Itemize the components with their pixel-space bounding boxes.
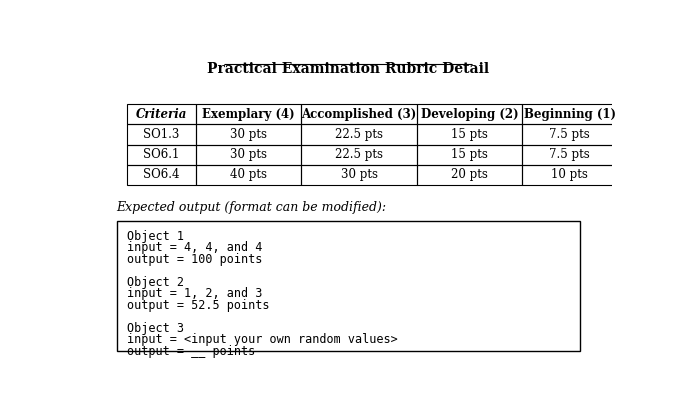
Bar (196, 165, 301, 185)
Text: 30 pts: 30 pts (230, 148, 267, 161)
Bar (522, 125, 617, 145)
Bar (417, 165, 522, 185)
Text: Object 1: Object 1 (127, 230, 184, 243)
Text: 10 pts: 10 pts (551, 168, 588, 181)
Text: Accomplished (3): Accomplished (3) (301, 108, 417, 121)
Bar (117, 220, 580, 351)
Bar (301, 125, 417, 145)
Text: input = <input your own random values>: input = <input your own random values> (127, 333, 398, 346)
Text: Beginning (1): Beginning (1) (524, 108, 616, 121)
Text: Object 2: Object 2 (127, 276, 184, 289)
Bar (127, 125, 196, 145)
Text: 20 pts: 20 pts (452, 168, 488, 181)
Bar (127, 165, 196, 185)
Bar (301, 165, 417, 185)
Bar (522, 145, 617, 165)
Text: 7.5 pts: 7.5 pts (549, 128, 590, 141)
Bar (196, 145, 301, 165)
Bar (301, 104, 417, 125)
Text: 15 pts: 15 pts (452, 148, 488, 161)
Text: output = 52.5 points: output = 52.5 points (127, 299, 270, 312)
Bar (522, 165, 617, 185)
Text: 30 pts: 30 pts (230, 128, 267, 141)
Text: Expected output (format can be modified):: Expected output (format can be modified)… (117, 202, 387, 214)
Text: input = 4, 4, and 4: input = 4, 4, and 4 (127, 241, 262, 254)
Bar (196, 104, 301, 125)
Text: output = 100 points: output = 100 points (127, 253, 262, 266)
Text: output = __ points: output = __ points (127, 345, 256, 358)
Bar (301, 145, 417, 165)
Text: 22.5 pts: 22.5 pts (335, 128, 383, 141)
Text: Developing (2): Developing (2) (421, 108, 519, 121)
Text: SO6.1: SO6.1 (143, 148, 180, 161)
Text: Object 3: Object 3 (127, 322, 184, 335)
Text: Exemplary (4): Exemplary (4) (202, 108, 294, 121)
Bar (127, 145, 196, 165)
Text: 30 pts: 30 pts (341, 168, 377, 181)
Bar (417, 145, 522, 165)
Text: 7.5 pts: 7.5 pts (549, 148, 590, 161)
Text: Criteria: Criteria (136, 108, 187, 121)
Bar (417, 125, 522, 145)
Bar (522, 104, 617, 125)
Text: input = 1, 2, and 3: input = 1, 2, and 3 (127, 287, 262, 300)
Text: Practical Examination Rubric Detail: Practical Examination Rubric Detail (207, 62, 490, 76)
Text: SO6.4: SO6.4 (143, 168, 180, 181)
Text: SO1.3: SO1.3 (143, 128, 180, 141)
Bar (127, 104, 196, 125)
Text: 22.5 pts: 22.5 pts (335, 148, 383, 161)
Text: 40 pts: 40 pts (230, 168, 267, 181)
Text: 15 pts: 15 pts (452, 128, 488, 141)
Bar (417, 104, 522, 125)
Bar (196, 125, 301, 145)
